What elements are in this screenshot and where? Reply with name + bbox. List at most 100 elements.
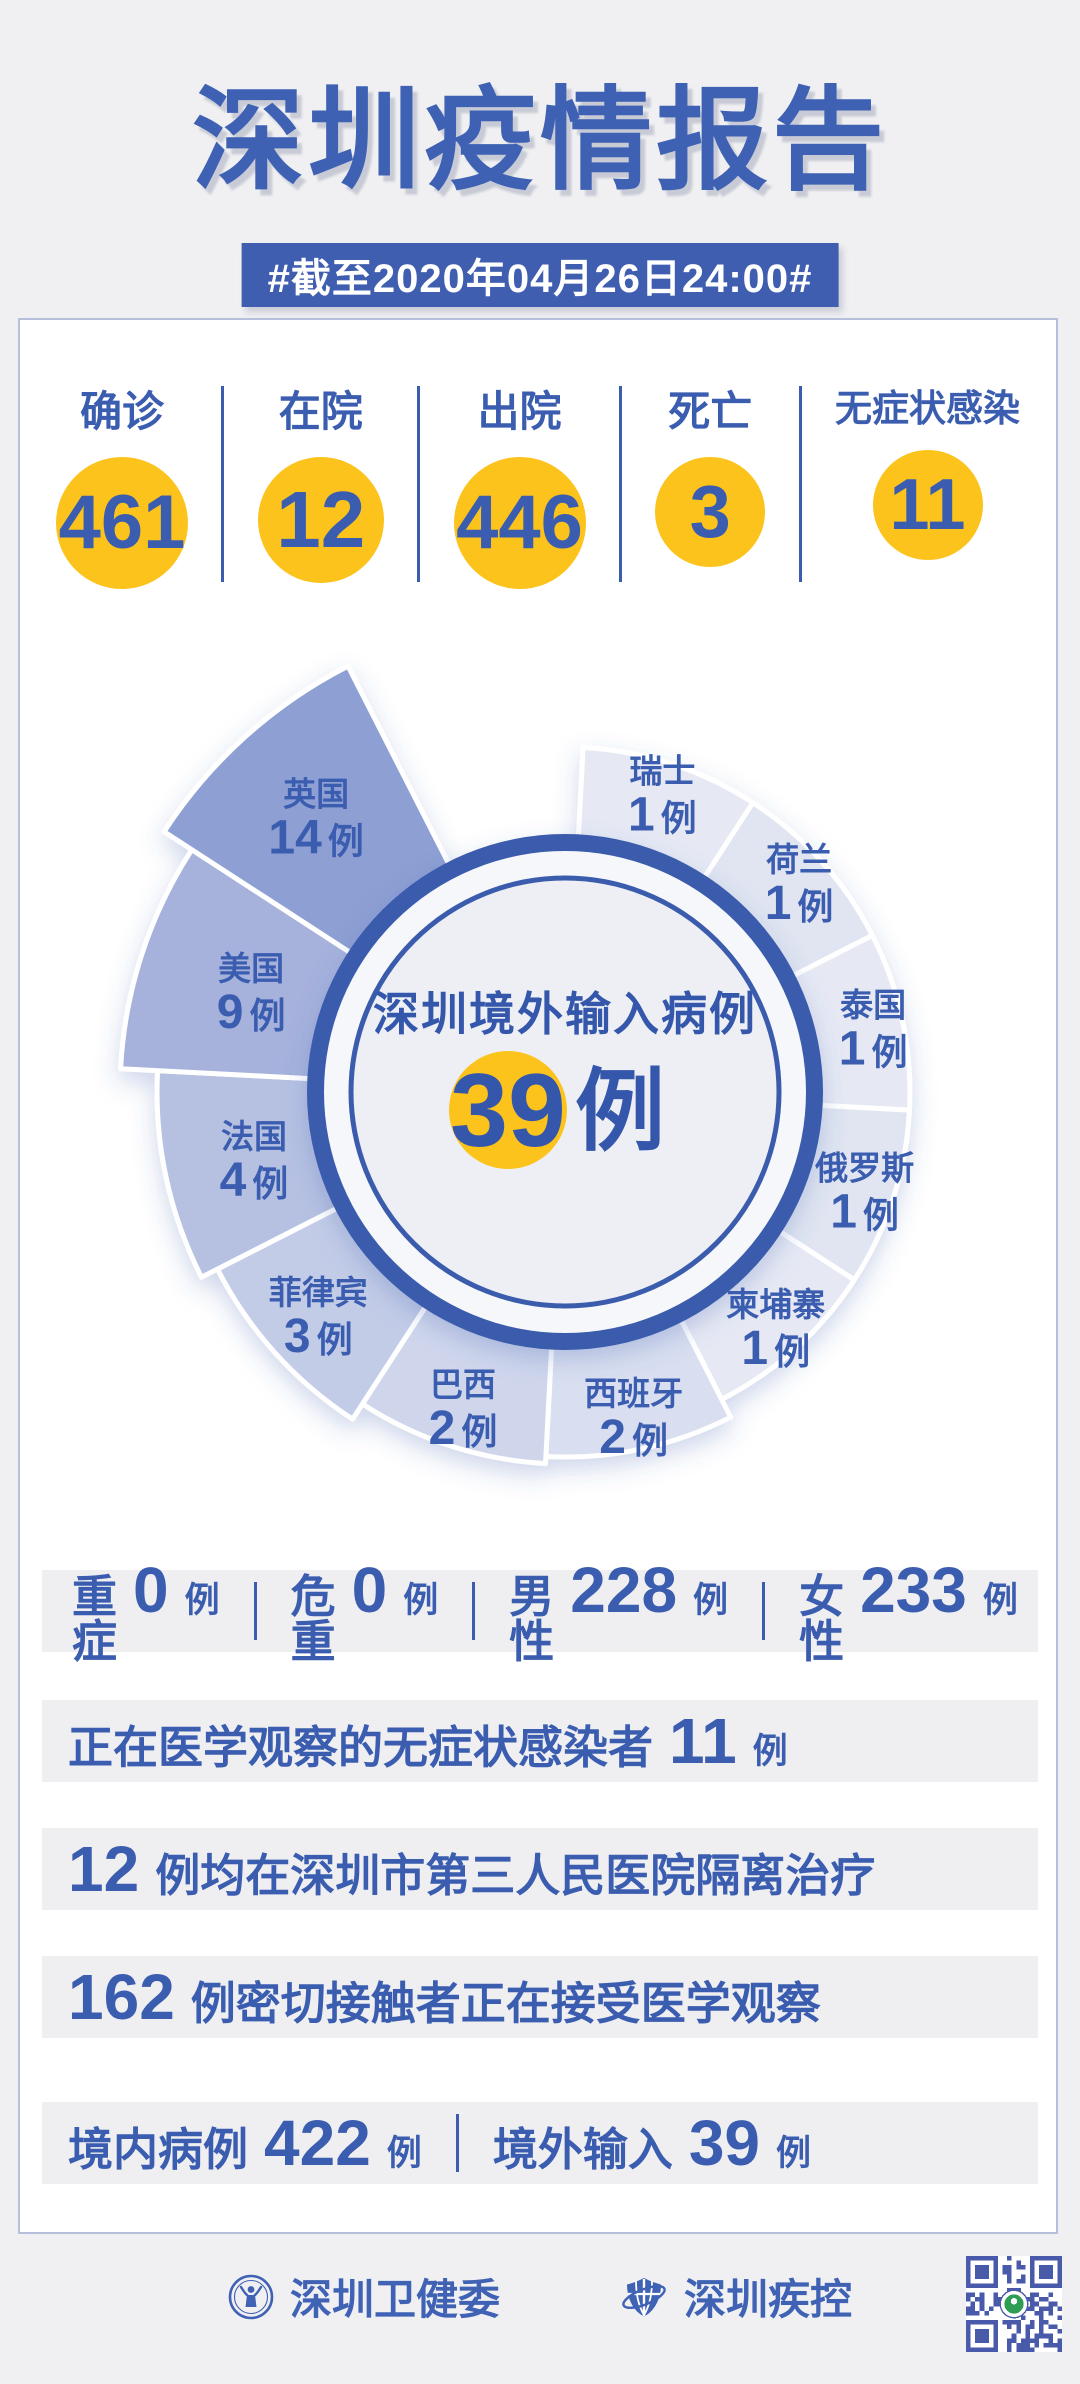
stat-label: 确诊	[79, 388, 164, 435]
info-row-4: 境内病例 422 例境外输入 39 例	[42, 2102, 1038, 2184]
info-row-2: 12 例均在深圳市第三人民医院隔离治疗	[42, 1828, 1038, 1910]
row-value: 0	[351, 1554, 388, 1626]
row-unit: 例	[386, 2134, 422, 2173]
row-value: 11	[669, 1705, 737, 1777]
row-divider	[455, 2114, 459, 2172]
stat-divider	[417, 386, 421, 582]
wedge-label-name: 法国	[221, 1118, 287, 1155]
stat-divider	[798, 386, 802, 582]
stat-value: 11	[889, 465, 966, 545]
stat-asymptomatic: 无症状感染 11	[835, 378, 1020, 560]
stat-value-circle: 446	[453, 457, 586, 589]
row-group: 女性 233 例	[799, 1558, 1018, 1664]
row-divider	[253, 1582, 257, 1640]
row-label: 重症	[72, 1571, 118, 1667]
total-highlight-circle	[449, 1051, 567, 1169]
stat-value-circle: 461	[56, 457, 188, 589]
row-group: 162 例密切接触者正在接受医学观察	[68, 1965, 821, 2029]
row-label: 男性	[509, 1571, 555, 1667]
row-group: 12 例均在深圳市第三人民医院隔离治疗	[68, 1837, 875, 1901]
row-divider	[762, 1582, 766, 1640]
row-divider	[472, 1582, 476, 1640]
row-label: 例均在深圳市第三人民医院隔离治疗	[155, 1850, 876, 1901]
row-value: 39	[688, 2107, 761, 2179]
stat-label: 出院	[477, 388, 562, 435]
row-group: 境内病例 422 例	[68, 2111, 422, 2175]
stat-value-circle: 3	[655, 457, 766, 567]
row-group: 重症 0 例	[72, 1558, 220, 1664]
row-value: 233	[860, 1554, 967, 1626]
wedge-label-name: 巴西	[430, 1366, 496, 1403]
stat-divider	[618, 386, 622, 582]
chart-total-value: 39	[450, 1053, 566, 1169]
stat-in-hospital: 在院 12	[257, 378, 384, 583]
info-row-3: 162 例密切接触者正在接受医学观察	[42, 1956, 1038, 2038]
stat-discharged: 出院 446	[453, 378, 586, 589]
center-inner-ring	[348, 875, 782, 1309]
chart-center-title: 深圳境外输入病例	[373, 988, 757, 1040]
row-unit: 例	[403, 1581, 439, 1620]
row-label: 例密切接触者正在接受医学观察	[190, 1978, 821, 2029]
wedge-label-name: 菲律宾	[269, 1274, 368, 1311]
row-unit: 例	[752, 1732, 788, 1771]
row-value: 12	[68, 1833, 140, 1905]
row-unit: 例	[982, 1581, 1018, 1620]
shenzhen-cdc-logo-icon	[622, 2277, 666, 2316]
row-label: 女性	[799, 1571, 845, 1667]
qr-code-image	[966, 2256, 1062, 2352]
row-group: 危重 0 例	[291, 1558, 439, 1664]
page-title: 深圳疫情报告	[192, 78, 888, 203]
stat-value-circle: 11	[872, 450, 983, 560]
stat-value: 12	[276, 475, 366, 564]
info-row-0: 重症 0 例危重 0 例男性 228 例女性 233 例	[42, 1558, 1038, 1664]
wedge-label-name: 西班牙	[584, 1375, 683, 1412]
row-group: 境外输入 39 例	[493, 2111, 811, 2175]
stat-value: 446	[456, 480, 583, 565]
stat-divider	[221, 386, 225, 582]
chart-total-unit: 例	[575, 1062, 665, 1162]
row-unit: 例	[693, 1581, 729, 1620]
org-shenzhen-cdc: 深圳疾控	[620, 2266, 852, 2327]
wedge-label-name: 瑞士	[629, 752, 695, 789]
stat-label: 无症状感染	[835, 388, 1020, 429]
row-group: 男性 228 例	[509, 1558, 728, 1664]
qr-center-emblem-figure	[1010, 2298, 1018, 2305]
stat-label: 死亡	[668, 388, 753, 435]
wedge-label-name: 荷兰	[766, 841, 832, 878]
stat-deaths: 死亡 3	[655, 378, 766, 567]
wedge-label-value: 14 例	[268, 812, 363, 865]
wedge-label-name: 柬埔寨	[726, 1286, 825, 1323]
wedge-label-name: 英国	[283, 776, 349, 813]
row-label: 危重	[290, 1571, 336, 1667]
row-value: 228	[570, 1554, 678, 1626]
org-label: 深圳疾控	[684, 2276, 853, 2323]
qr-code	[966, 2256, 1062, 2352]
org-label: 深圳卫健委	[289, 2276, 500, 2323]
chart-center	[307, 834, 823, 1350]
row-label: 境内病例	[68, 2124, 249, 2175]
row-label: 境外输入	[492, 2124, 673, 2175]
wedge-label-name: 俄罗斯	[814, 1149, 914, 1186]
stat-confirmed: 确诊 461	[56, 378, 188, 589]
stat-value: 3	[689, 470, 731, 553]
wedge-label-name: 美国	[218, 950, 284, 987]
row-unit: 例	[184, 1581, 220, 1620]
footer: 深圳卫健委 深圳疾控	[0, 2266, 1080, 2327]
stat-value: 461	[58, 480, 186, 565]
stat-value-circle: 12	[257, 457, 384, 583]
row-value: 0	[133, 1554, 169, 1626]
stat-label: 在院	[278, 388, 363, 435]
row-value: 162	[68, 1961, 175, 2033]
row-label: 正在医学观察的无症状感染者	[68, 1722, 654, 1773]
info-row-1: 正在医学观察的无症状感染者 11 例	[42, 1700, 1038, 1782]
report-card: 确诊 461 在院 12 出院 446 死亡 3 无症状感染 11 深圳境外输入病例 39 例瑞士 1 例…	[18, 318, 1058, 2234]
